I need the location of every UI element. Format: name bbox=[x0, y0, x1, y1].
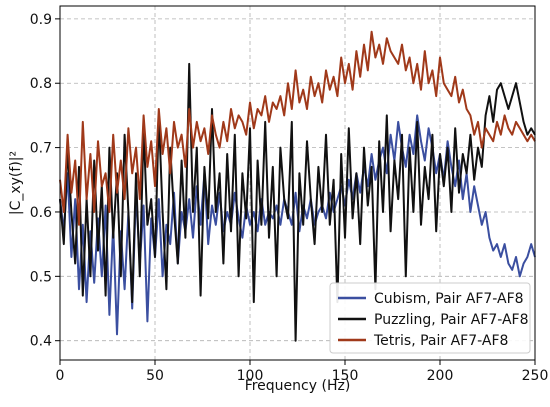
y-tick-label: 0.5 bbox=[30, 269, 52, 285]
legend-entry: Cubism, Pair AF7-AF8 bbox=[374, 291, 524, 307]
y-tick-label: 0.6 bbox=[30, 205, 52, 221]
x-axis-label: Frequency (Hz) bbox=[245, 378, 351, 394]
plot-area-frame bbox=[59, 5, 536, 361]
y-tick-label: 0.4 bbox=[30, 334, 52, 350]
legend-entry: Puzzling, Pair AF7-AF8 bbox=[374, 312, 529, 328]
x-tick-label: 0 bbox=[56, 368, 65, 384]
series-line-2 bbox=[59, 62, 536, 342]
x-tick-label: 100 bbox=[237, 368, 264, 384]
x-tick-label: 50 bbox=[146, 368, 164, 384]
y-tick-label: 0.8 bbox=[30, 76, 52, 92]
x-tick-label: 250 bbox=[522, 368, 549, 384]
x-tick-label: 200 bbox=[427, 368, 454, 384]
y-tick-label: 0.9 bbox=[30, 12, 52, 28]
legend-entry: Tetris, Pair AF7-AF8 bbox=[373, 333, 508, 349]
legend-box bbox=[329, 282, 531, 354]
series-line-3 bbox=[59, 30, 536, 226]
y-axis-label: |C_xy(f)|² bbox=[8, 151, 24, 215]
x-tick-label: 150 bbox=[332, 368, 359, 384]
series-lines bbox=[59, 30, 536, 342]
tick-labels: 0 50 100 150 200 250 0.4 0.5 0.6 0.7 0.8 0.9 bbox=[30, 12, 549, 384]
tick-marks bbox=[55, 18, 536, 365]
y-tick-label: 0.7 bbox=[30, 141, 52, 157]
legend: Cubism, Pair AF7-AF8 Puzzling, Pair AF7-A… bbox=[329, 282, 531, 354]
